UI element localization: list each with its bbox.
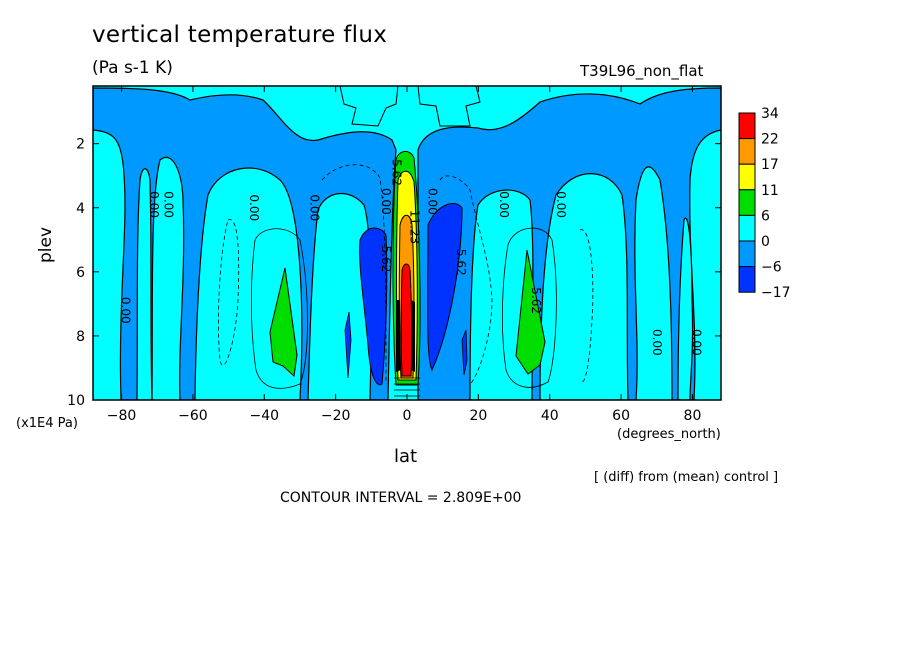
colorbar-label: 0 [761, 234, 770, 250]
chart-title: vertical temperature flux [92, 22, 388, 48]
x-tick-label: 80 [684, 408, 702, 424]
colorbar-swatch [738, 214, 756, 242]
pos-band-right-3 [677, 217, 694, 400]
contour-labels-layer: 0.00 0.000.000.00 0.00 0.005.625.6211.230.0… [119, 159, 704, 356]
contour-interval: CONTOUR INTERVAL = 2.809E+00 [280, 490, 522, 506]
y-tick-label: 6 [76, 265, 85, 281]
colorbar-swatch [738, 112, 756, 140]
y-tick-label: 2 [76, 137, 85, 153]
contour-label: 0.00 [119, 297, 133, 324]
colorbar: 34 22 17 11 6 0 −6 −17 [738, 106, 791, 301]
x-tick-label: 20 [469, 408, 487, 424]
contour-label: 0.00 [689, 329, 703, 356]
colorbar-label: −6 [761, 260, 782, 276]
contour-label: 11.23 [408, 210, 422, 244]
pos-band-right-2 [539, 173, 629, 400]
contour-label: 0.00 [650, 329, 664, 356]
contour-label: 5.62 [390, 159, 404, 186]
x-axis-label: lat [394, 446, 418, 467]
contour-label: 0.00 [497, 191, 511, 218]
colorbar-swatch [738, 240, 756, 268]
diff-note: [ (diff) from (mean) control ] [594, 470, 779, 485]
contour-label: 0.00 [147, 191, 161, 218]
central-core [396, 300, 401, 372]
strong-neg-right [427, 203, 463, 372]
experiment-name: T39L96_non_flat [580, 62, 704, 80]
x-tick-label: −40 [249, 408, 279, 424]
strong-neg-left [359, 227, 388, 386]
colorbar-label: 22 [761, 132, 779, 148]
colorbar-label: 17 [761, 157, 779, 173]
contour-label: 0.00 [247, 194, 261, 221]
x-axis-units: (degrees_north) [617, 427, 721, 442]
colorbar-label: 34 [761, 106, 779, 122]
colorbar-swatch [738, 266, 756, 293]
colorbar-swatch [738, 163, 756, 191]
pos-max-right [515, 249, 546, 375]
colorbar-label: −17 [761, 285, 791, 301]
x-tick-label: 40 [541, 408, 559, 424]
contour-label: 5.62 [529, 287, 543, 314]
contour-label: 0.00 [308, 194, 322, 221]
x-tick-label: −20 [321, 408, 351, 424]
colorbar-swatch [738, 138, 756, 165]
x-tick-label: −60 [178, 408, 208, 424]
contour-label: 0.00 [379, 188, 393, 215]
contour-label: 5.62 [454, 249, 468, 276]
pos-max-left [269, 267, 298, 378]
contour-label: 0.00 [425, 188, 439, 215]
y-scale-note: (x1E4 Pa) [16, 416, 78, 431]
y-axis-label: plev [36, 226, 56, 263]
y-tick-label: 4 [76, 201, 85, 217]
colorbar-swatch [738, 189, 756, 216]
chart-units: (Pa s-1 K) [92, 58, 173, 78]
axes-layer: −80 −60 −40 −20 0 20 40 60 80 2 4 6 8 10 [67, 86, 721, 424]
colorbar-label: 11 [761, 183, 779, 199]
contour-label: 0.00 [554, 191, 568, 218]
x-tick-label: 0 [403, 408, 412, 424]
contour-fill-layer [93, 86, 721, 400]
x-tick-label: −80 [107, 408, 137, 424]
y-tick-label: 8 [76, 329, 85, 345]
central-red [400, 263, 413, 377]
pos-band-left-3 [307, 192, 372, 400]
contour-label: 5.62 [379, 246, 393, 273]
pos-band-left-1 [136, 168, 153, 400]
colorbar-label: 6 [761, 208, 770, 224]
y-tick-label: 10 [67, 393, 85, 409]
contour-label: 0.00 [161, 191, 175, 218]
x-tick-label: 60 [612, 408, 630, 424]
